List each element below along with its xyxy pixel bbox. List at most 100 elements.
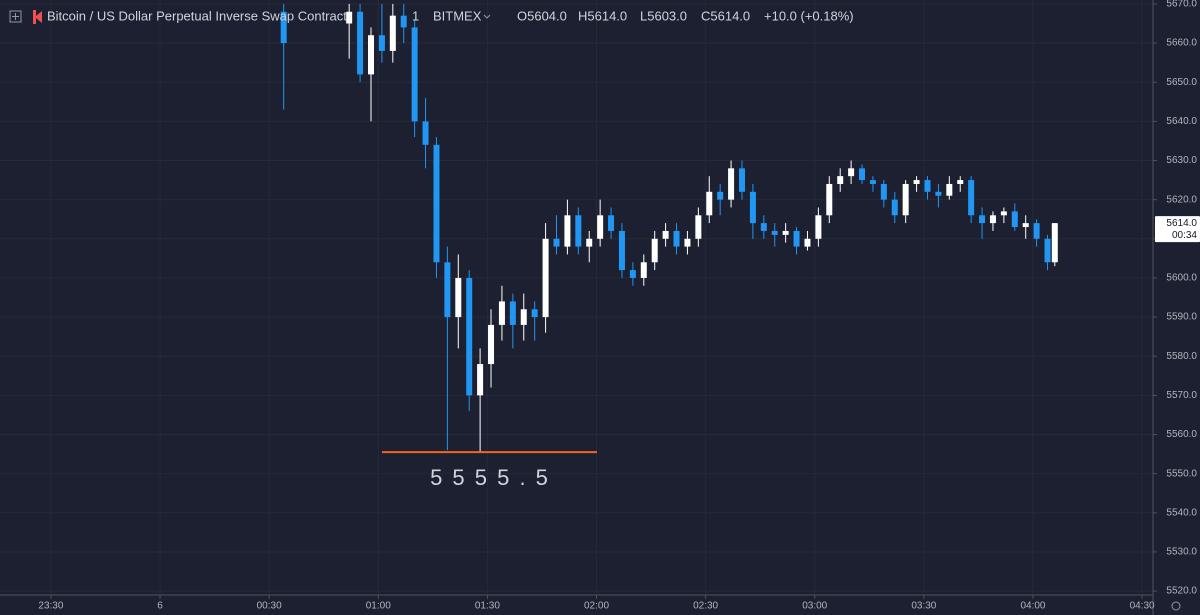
x-tick-label: 00:30	[257, 601, 282, 612]
candle-body	[957, 180, 964, 184]
candle-body	[804, 238, 811, 247]
countdown-label: 00:34	[1172, 230, 1197, 241]
candle-body	[989, 215, 996, 224]
candle-body	[848, 168, 855, 177]
candle-body	[1051, 223, 1058, 263]
candle-body	[280, 11, 287, 44]
candle-body	[673, 230, 680, 247]
candle-body	[466, 277, 473, 396]
candle-body	[793, 230, 800, 247]
candle-body	[389, 15, 396, 51]
y-tick-label: 5650.0	[1166, 77, 1197, 88]
candle-body	[771, 230, 778, 235]
candle-body	[946, 183, 953, 196]
candle-body	[357, 11, 364, 75]
expand-icon[interactable]	[9, 10, 22, 23]
x-tick-label: 6	[157, 601, 163, 612]
exchange: BITMEX	[433, 8, 482, 23]
candle-body	[1011, 211, 1018, 228]
candle-body	[1000, 211, 1007, 216]
candle-body	[717, 191, 724, 200]
y-tick-label: 5570.0	[1166, 390, 1197, 401]
candle-body	[684, 238, 691, 247]
gear[interactable]	[1171, 601, 1181, 611]
candle-body	[477, 364, 484, 396]
dropdown-chevron[interactable]	[483, 14, 491, 19]
candle-body	[575, 215, 582, 247]
candle-body	[782, 230, 789, 235]
candle-body	[815, 215, 822, 239]
y-tick-label: 5660.0	[1166, 38, 1197, 49]
candle-body	[902, 183, 909, 216]
x-tick-label: 02:30	[693, 601, 718, 612]
candle-body	[826, 183, 833, 216]
candle-body	[968, 180, 975, 216]
last-price-box	[1155, 216, 1200, 243]
candle-body	[444, 262, 451, 318]
close-label: C5614.0	[701, 8, 750, 23]
candle-body	[749, 191, 756, 224]
candles	[280, 3, 1058, 453]
y-tick-label: 5550.0	[1166, 468, 1197, 479]
candle-body	[837, 176, 844, 184]
y-tick-label: 5540.0	[1166, 507, 1197, 518]
low-label: L5603.0	[640, 8, 687, 23]
x-tick-label: 03:00	[802, 601, 827, 612]
candle-body	[629, 270, 636, 278]
y-tick-label: 5600.0	[1166, 273, 1197, 284]
high-label: H5614.0	[578, 8, 627, 23]
candle-body	[597, 215, 604, 239]
candle-body	[1022, 223, 1029, 228]
candle-body	[859, 168, 866, 181]
candle-body	[520, 309, 527, 325]
candle-body	[706, 191, 713, 216]
candle-body	[979, 215, 986, 224]
candle-body	[891, 199, 898, 216]
settings-icon[interactable]	[1171, 601, 1181, 611]
symbol-title[interactable]: Bitcoin / US Dollar Perpetual Inverse Sw…	[47, 8, 347, 23]
candle-body	[728, 168, 735, 200]
grid	[0, 0, 1153, 595]
candle-body	[662, 230, 669, 239]
open-label: O5604.0	[517, 8, 567, 23]
candle-body	[498, 301, 505, 325]
last-price-label: 5614.0	[1166, 218, 1197, 229]
x-tick-label: 01:30	[475, 601, 500, 612]
candle-body	[433, 144, 440, 263]
candle-body	[488, 324, 495, 365]
candle-body	[935, 191, 942, 196]
x-tick-label: 01:00	[366, 601, 391, 612]
candle-body	[869, 180, 876, 184]
x-tick-label: 03:30	[911, 601, 936, 612]
y-tick-label: 5580.0	[1166, 351, 1197, 362]
candle-body	[564, 215, 571, 247]
candle-body	[738, 168, 745, 192]
exchange-flag	[33, 10, 42, 24]
candle-body	[913, 180, 920, 184]
y-tick-label: 5630.0	[1166, 155, 1197, 166]
y-tick-label: 5560.0	[1166, 429, 1197, 440]
annotation-text: 5 5 5 5 . 5	[430, 465, 550, 490]
candle-body	[695, 215, 702, 239]
candle-body	[400, 15, 407, 28]
candle-body	[455, 277, 462, 318]
y-tick-label: 5620.0	[1166, 194, 1197, 205]
candle-body	[608, 215, 615, 231]
x-tick-label: 23:30	[38, 601, 63, 612]
x-tick-label: 02:00	[584, 601, 609, 612]
header: Bitcoin / US Dollar Perpetual Inverse Sw…	[9, 8, 854, 24]
candle-body	[509, 301, 516, 325]
y-tick-label: 5640.0	[1166, 116, 1197, 127]
y-tick-label: 5530.0	[1166, 547, 1197, 558]
candle-body	[553, 238, 560, 247]
candle-body	[411, 27, 418, 122]
y-tick-label: 5590.0	[1166, 312, 1197, 323]
interval[interactable]: 1	[412, 8, 419, 23]
candle-body	[651, 238, 658, 263]
candle-body	[640, 262, 647, 278]
candle-body	[1044, 238, 1051, 263]
candle-body	[378, 35, 385, 51]
candle-body	[1033, 223, 1040, 239]
